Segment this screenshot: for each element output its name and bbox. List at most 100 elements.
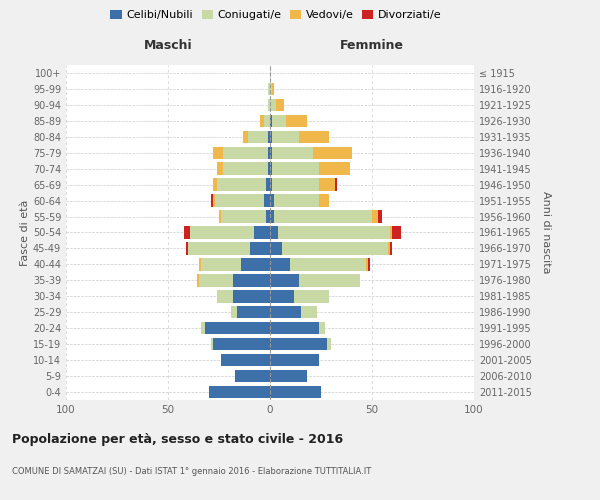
Bar bbox=[270, 306, 301, 318]
Bar bbox=[272, 130, 299, 143]
Bar bbox=[276, 98, 284, 111]
Text: COMUNE DI SAMATZAI (SU) - Dati ISTAT 1° gennaio 2016 - Elaborazione TUTTITALIA.I: COMUNE DI SAMATZAI (SU) - Dati ISTAT 1° … bbox=[12, 468, 371, 476]
Bar bbox=[205, 322, 270, 334]
Bar bbox=[200, 322, 205, 334]
Bar bbox=[213, 146, 223, 159]
Bar bbox=[270, 130, 272, 143]
Bar bbox=[266, 178, 270, 191]
Bar bbox=[270, 82, 272, 95]
Bar bbox=[278, 226, 391, 238]
Bar bbox=[270, 194, 274, 207]
Bar bbox=[213, 338, 270, 350]
Bar bbox=[223, 162, 268, 175]
Bar bbox=[270, 274, 299, 286]
Bar bbox=[282, 242, 388, 254]
Bar bbox=[217, 162, 223, 175]
Bar bbox=[270, 258, 290, 270]
Bar bbox=[200, 258, 241, 270]
Bar bbox=[270, 370, 307, 382]
Bar bbox=[235, 370, 270, 382]
Bar bbox=[372, 210, 378, 223]
Bar bbox=[211, 338, 213, 350]
Bar bbox=[272, 146, 313, 159]
Bar bbox=[274, 210, 372, 223]
Bar bbox=[233, 274, 270, 286]
Bar bbox=[270, 178, 272, 191]
Bar bbox=[233, 290, 270, 302]
Bar bbox=[264, 194, 270, 207]
Bar bbox=[217, 178, 266, 191]
Bar bbox=[244, 130, 248, 143]
Bar bbox=[391, 242, 392, 254]
Bar bbox=[272, 82, 274, 95]
Bar bbox=[299, 130, 329, 143]
Bar bbox=[366, 258, 368, 270]
Bar bbox=[268, 162, 270, 175]
Bar bbox=[248, 130, 268, 143]
Bar bbox=[221, 210, 266, 223]
Bar bbox=[213, 194, 215, 207]
Bar bbox=[199, 258, 200, 270]
Bar bbox=[190, 226, 254, 238]
Bar bbox=[274, 194, 319, 207]
Bar bbox=[184, 226, 190, 238]
Bar bbox=[268, 82, 270, 95]
Bar bbox=[199, 274, 233, 286]
Bar bbox=[270, 146, 272, 159]
Bar bbox=[295, 290, 329, 302]
Y-axis label: Anni di nascita: Anni di nascita bbox=[541, 191, 551, 274]
Bar bbox=[272, 162, 319, 175]
Bar bbox=[327, 338, 331, 350]
Bar bbox=[392, 226, 401, 238]
Text: Femmine: Femmine bbox=[340, 39, 404, 52]
Bar bbox=[219, 210, 221, 223]
Bar bbox=[250, 242, 270, 254]
Bar bbox=[301, 306, 317, 318]
Bar bbox=[319, 322, 325, 334]
Bar bbox=[299, 274, 360, 286]
Bar bbox=[264, 114, 270, 127]
Bar bbox=[270, 290, 295, 302]
Bar bbox=[391, 226, 392, 238]
Bar bbox=[197, 274, 199, 286]
Bar bbox=[238, 306, 270, 318]
Bar bbox=[221, 354, 270, 366]
Bar bbox=[270, 242, 282, 254]
Text: Maschi: Maschi bbox=[143, 39, 193, 52]
Bar bbox=[231, 306, 238, 318]
Bar bbox=[270, 226, 278, 238]
Bar bbox=[270, 162, 272, 175]
Bar bbox=[217, 290, 233, 302]
Y-axis label: Fasce di età: Fasce di età bbox=[20, 200, 30, 266]
Bar bbox=[290, 258, 366, 270]
Bar bbox=[270, 114, 272, 127]
Bar bbox=[319, 194, 329, 207]
Bar bbox=[270, 386, 321, 398]
Bar bbox=[270, 338, 327, 350]
Bar bbox=[270, 210, 274, 223]
Bar bbox=[211, 194, 213, 207]
Bar bbox=[272, 114, 286, 127]
Bar bbox=[388, 242, 391, 254]
Bar bbox=[335, 178, 337, 191]
Bar bbox=[319, 162, 350, 175]
Text: Popolazione per età, sesso e stato civile - 2016: Popolazione per età, sesso e stato civil… bbox=[12, 432, 343, 446]
Bar bbox=[268, 130, 270, 143]
Bar bbox=[215, 194, 264, 207]
Bar bbox=[270, 98, 276, 111]
Bar bbox=[223, 146, 268, 159]
Bar bbox=[268, 146, 270, 159]
Bar bbox=[209, 386, 270, 398]
Bar bbox=[313, 146, 352, 159]
Bar bbox=[270, 354, 319, 366]
Bar bbox=[213, 178, 217, 191]
Bar bbox=[368, 258, 370, 270]
Bar bbox=[260, 114, 264, 127]
Legend: Celibi/Nubili, Coniugati/e, Vedovi/e, Divorziati/e: Celibi/Nubili, Coniugati/e, Vedovi/e, Di… bbox=[106, 6, 446, 25]
Bar bbox=[272, 178, 319, 191]
Bar bbox=[286, 114, 307, 127]
Bar bbox=[268, 98, 270, 111]
Bar bbox=[187, 242, 188, 254]
Bar bbox=[188, 242, 250, 254]
Bar bbox=[241, 258, 270, 270]
